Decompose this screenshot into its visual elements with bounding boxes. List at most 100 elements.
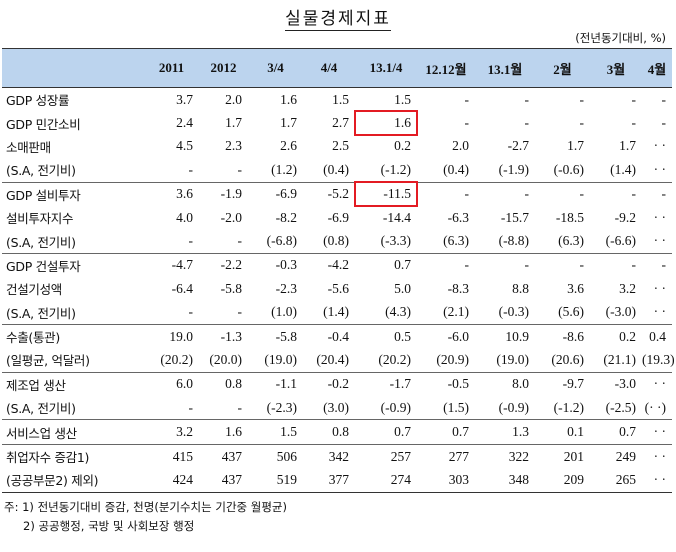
table-cell: -: [631, 91, 637, 107]
table-cell: -5.2: [303, 181, 355, 206]
table-cell: -9.7: [535, 371, 590, 397]
table-cell: · ·: [653, 161, 666, 177]
table-cell: (-1.2): [553, 399, 584, 415]
table-cell: (-0.6): [553, 161, 584, 177]
table-cell: 437: [199, 468, 248, 493]
table-cell: 2.0: [225, 91, 242, 107]
table-cell: 274: [355, 468, 417, 493]
table-cell: -8.2: [275, 209, 297, 225]
table-cell: 0.5: [355, 323, 417, 349]
row-label: 소매판매: [6, 139, 51, 155]
table-cell: 1.7: [280, 115, 297, 131]
table-cell: -3.0: [590, 371, 642, 397]
table-cell: -4.7: [144, 252, 199, 278]
table-cell: (-0.9): [498, 399, 529, 415]
page-title: 실물경제지표: [0, 4, 676, 31]
row-label: 취업자수 증감1): [2, 443, 144, 469]
table-cell: · ·: [653, 209, 666, 225]
table-cell: 0.7: [355, 252, 417, 278]
table-cell: 19.0: [144, 323, 199, 349]
column-header: 12.12월: [417, 48, 475, 88]
table-cell: -: [535, 181, 590, 206]
table-cell: (0.4): [323, 161, 349, 177]
table-cell: (1.4): [323, 304, 349, 320]
table-cell: 0.7: [417, 419, 475, 445]
table-row: (S.A, 전기비) - - (-2.3) (3.0) (-0.9) (1.5) (-0.9)…: [2, 396, 672, 420]
table-cell: (2.1): [443, 304, 469, 320]
table-cell: 0.4: [642, 323, 672, 349]
highlighted-cell: -11.5: [354, 181, 418, 207]
table-cell: -0.5: [417, 371, 475, 397]
table-cell: (21.1): [603, 351, 636, 367]
table-cell: 257: [355, 443, 417, 469]
table-cell: 10.9: [475, 323, 535, 349]
table-row: 취업자수 증감1) 415 437 506 342 257 277 322 201 249 · ·: [2, 443, 672, 469]
table-cell: 424: [144, 468, 199, 493]
table-cell: -6.3: [447, 209, 469, 225]
table-cell: -8.3: [447, 280, 469, 296]
table-cell: (0.8): [323, 233, 349, 249]
table-cell: (1.5): [443, 399, 469, 415]
column-header: 3월: [590, 48, 642, 88]
table-cell: -: [188, 304, 194, 320]
table-cell: 1.7: [225, 115, 242, 131]
table-cell: 0.7: [355, 419, 417, 445]
table-row: GDP 민간소비 2.4 1.7 1.7 2.7 1.6 - - - - -: [2, 110, 672, 136]
table-cell: -: [188, 399, 194, 415]
table-row: (공공부문2) 제외) 424 437 519 377 274 303 348 209 265 · …: [2, 468, 672, 493]
table-cell: 201: [535, 443, 590, 469]
column-header: 13.1/4: [355, 48, 417, 88]
column-header: 2012: [199, 48, 248, 88]
table-cell: 6.0: [144, 371, 199, 397]
table-cell: 3.2: [144, 419, 199, 445]
table-cell: (20.9): [436, 351, 469, 367]
table-cell: (· ·): [644, 399, 666, 415]
table-cell: 0.2: [590, 323, 642, 349]
table-cell: · ·: [653, 138, 666, 154]
table-cell: (-6.6): [605, 233, 636, 249]
table-cell: (20.6): [551, 351, 584, 367]
table-cell: 3.6: [144, 181, 199, 206]
row-label: (일평균, 억달러): [6, 353, 90, 369]
table-cell: -0.4: [303, 323, 355, 349]
table-cell: · ·: [653, 304, 666, 320]
column-header: [2, 48, 144, 88]
table-cell: -: [590, 252, 642, 278]
table-cell: 1.5: [248, 419, 303, 445]
table-cell: (20.0): [209, 351, 242, 367]
table-cell: -: [475, 252, 535, 278]
table-row: 소매판매 4.5 2.3 2.6 2.5 0.2 2.0 -2.7 1.7 1.7 · ·: [2, 135, 672, 158]
column-header: 4월: [642, 48, 672, 88]
table-cell: 0.8: [199, 371, 248, 397]
row-label: 수출(통관): [2, 323, 144, 349]
table-cell: · ·: [642, 443, 672, 469]
table-cell: -: [237, 233, 243, 249]
table-cell: (5.6): [558, 304, 584, 320]
table-cell: -0.3: [248, 252, 303, 278]
table-cell: 8.8: [512, 280, 529, 296]
table-cell: 303: [417, 468, 475, 493]
row-label: (공공부문2) 제외): [2, 468, 144, 493]
table-cell: (-6.8): [266, 233, 297, 249]
column-header: 2011: [144, 48, 199, 88]
table-cell: -6.4: [171, 280, 193, 296]
table-cell: -6.9: [327, 209, 349, 225]
table-row: 서비스업 생산 3.2 1.6 1.5 0.8 0.7 0.7 1.3 0.1 0.7 · ·: [2, 419, 672, 445]
row-label: GDP 성장률: [6, 93, 70, 109]
table-cell: 0.1: [535, 419, 590, 445]
row-label: (S.A, 전기비): [6, 163, 76, 179]
table-row: 제조업 생산 6.0 0.8 -1.1 -0.2 -1.7 -0.5 8.0 -9.7 -3.0 ·…: [2, 371, 672, 397]
table-cell: -: [464, 91, 470, 107]
table-cell: -2.3: [275, 280, 297, 296]
table-row: (일평균, 억달러) (20.2) (20.0) (19.0) (20.4) (20.2)…: [2, 348, 675, 372]
table-cell: -: [237, 304, 243, 320]
table-cell: (19.3): [642, 351, 675, 367]
table-cell: 0.7: [590, 419, 642, 445]
table-cell: -: [590, 181, 642, 206]
table-cell: -15.7: [500, 209, 529, 225]
table-row: 설비투자지수 4.0 -2.0 -8.2 -6.9 -14.4 -6.3 -15.7 -18.5…: [2, 206, 672, 229]
table-cell: 4.0: [176, 209, 193, 225]
table-row: (S.A, 전기비) - - (1.2) (0.4) (-1.2) (0.4) (-1.9) (…: [2, 158, 672, 182]
table-cell: 2.4: [176, 115, 193, 131]
table-row: 수출(통관) 19.0 -1.3 -5.8 -0.4 0.5 -6.0 10.9 -8.6 0.2…: [2, 323, 672, 349]
